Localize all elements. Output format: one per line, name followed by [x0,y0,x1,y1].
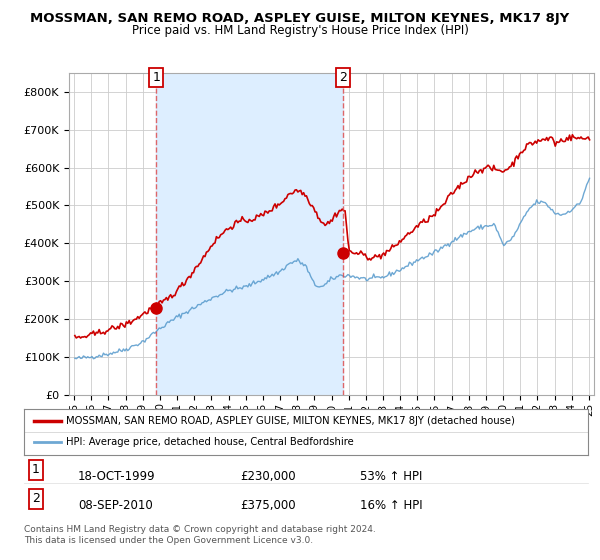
Text: 18-OCT-1999: 18-OCT-1999 [78,470,155,483]
Text: Contains HM Land Registry data © Crown copyright and database right 2024.
This d: Contains HM Land Registry data © Crown c… [24,525,376,545]
Text: MOSSMAN, SAN REMO ROAD, ASPLEY GUISE, MILTON KEYNES, MK17 8JY: MOSSMAN, SAN REMO ROAD, ASPLEY GUISE, MI… [31,12,569,25]
Text: 08-SEP-2010: 08-SEP-2010 [78,499,153,512]
Text: 53% ↑ HPI: 53% ↑ HPI [360,470,422,483]
Text: 16% ↑ HPI: 16% ↑ HPI [360,499,422,512]
Text: Price paid vs. HM Land Registry's House Price Index (HPI): Price paid vs. HM Land Registry's House … [131,24,469,36]
Text: HPI: Average price, detached house, Central Bedfordshire: HPI: Average price, detached house, Cent… [66,437,354,447]
Text: £230,000: £230,000 [240,470,296,483]
Text: 1: 1 [32,463,40,476]
Text: 2: 2 [32,492,40,505]
Text: £375,000: £375,000 [240,499,296,512]
Text: 1: 1 [152,71,160,84]
Bar [157,73,343,395]
Text: 2: 2 [339,71,347,84]
Text: MOSSMAN, SAN REMO ROAD, ASPLEY GUISE, MILTON KEYNES, MK17 8JY (detached house): MOSSMAN, SAN REMO ROAD, ASPLEY GUISE, MI… [66,416,515,426]
